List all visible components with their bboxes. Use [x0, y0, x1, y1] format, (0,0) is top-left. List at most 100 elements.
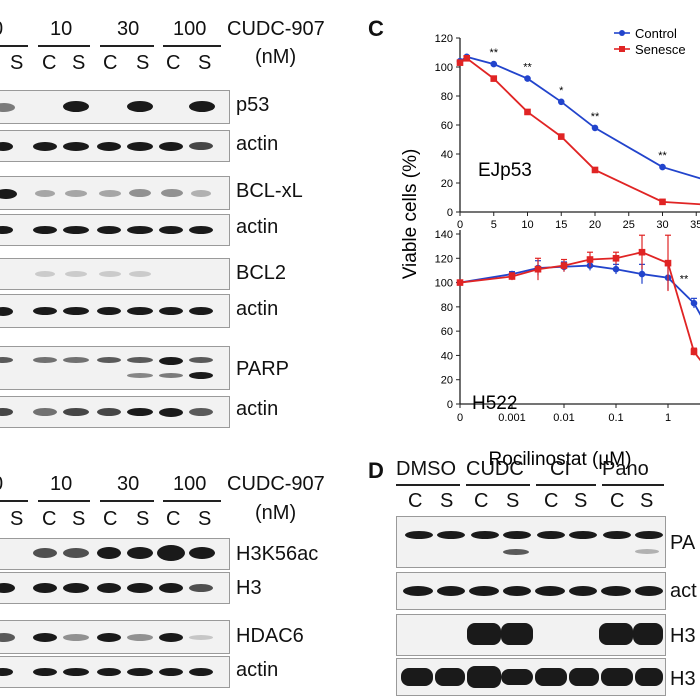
x-tick-label: 5: [491, 219, 497, 231]
y-tick-label: 0: [447, 399, 453, 411]
conc-label: 0: [0, 473, 3, 496]
group-label: DMSO: [396, 458, 456, 480]
data-point: [612, 254, 620, 262]
group-underline: [396, 484, 460, 486]
lane-label: C: [610, 490, 625, 512]
significance-mark: *: [559, 85, 564, 97]
data-point: [659, 163, 666, 171]
lane-label: S: [10, 52, 24, 74]
lane-label: S: [574, 490, 588, 512]
blot-label: H3: [670, 625, 696, 647]
data-point: [638, 270, 646, 278]
group-underline: [38, 45, 90, 47]
blot-actin: [0, 130, 230, 162]
x-tick-label: 25: [623, 219, 635, 231]
y-tick-label: 80: [441, 302, 453, 314]
data-point: [456, 279, 464, 286]
x-tick-label: 0: [457, 412, 463, 424]
y-tick-label: 40: [441, 350, 453, 362]
drug-name: CUDC-907: [227, 18, 325, 40]
conc-label: 100: [173, 18, 207, 40]
data-point: [690, 299, 698, 307]
lane-label: C: [408, 490, 423, 512]
lane-label: S: [506, 490, 520, 512]
lane-label: S: [198, 508, 212, 530]
y-tick-label: 60: [441, 120, 453, 132]
data-point: [560, 262, 568, 269]
unit-label: (nM): [255, 46, 297, 68]
lane-label: C: [103, 508, 118, 530]
data-point: [524, 75, 531, 82]
y-tick-label: 0: [447, 207, 453, 219]
lane-label: S: [136, 52, 150, 74]
x-tick-label: 15: [555, 219, 567, 231]
group-label: CUDC: [466, 458, 524, 480]
group-underline: [0, 45, 28, 47]
y-tick-label: 20: [441, 375, 453, 387]
conc-label: 10: [50, 18, 73, 40]
blot-label: PA: [670, 532, 696, 554]
group-underline: [0, 500, 28, 502]
blot-actin: [0, 396, 230, 428]
y-tick-label: 80: [441, 91, 453, 103]
significance-mark: **: [523, 62, 532, 74]
data-point: [490, 75, 498, 82]
group-underline: [602, 484, 664, 486]
blot-label: actin: [236, 659, 279, 681]
conc-label: 30: [117, 473, 140, 495]
x-tick-label: 20: [589, 219, 601, 231]
data-point: [490, 60, 498, 68]
x-tick-label: 0.001: [498, 412, 526, 424]
significance-mark: **: [680, 274, 689, 286]
data-point: [586, 256, 594, 263]
lane-label: S: [198, 52, 212, 74]
blot-label: H3: [670, 668, 696, 690]
x-tick-label: 0: [457, 219, 463, 231]
lane-label: C: [166, 508, 181, 530]
blot-hdac6: [0, 620, 230, 654]
blot-label: actin: [236, 298, 279, 320]
data-point: [690, 348, 698, 356]
panel-letter-c: C: [368, 16, 384, 41]
lane-label: C: [42, 52, 57, 74]
lane-label: S: [72, 508, 86, 530]
blot-label: actin: [236, 133, 279, 155]
conc-label: 30: [117, 18, 140, 40]
blot-label: actin: [236, 216, 279, 238]
data-point: [557, 98, 565, 106]
cell-line-ejp53: EJp53: [478, 160, 532, 181]
blot-h3: [0, 572, 230, 604]
data-point: [591, 166, 599, 174]
blot-actin: [0, 294, 230, 328]
lane-label: C: [42, 508, 57, 530]
y-tick-label: 120: [435, 253, 453, 265]
series-line: [459, 251, 700, 362]
panel-letter-d: D: [368, 458, 384, 483]
legend: Control Senesce: [614, 26, 686, 57]
lane-label: S: [72, 52, 86, 74]
x-tick-label: 0.01: [553, 412, 574, 424]
blot-h3k56ac: [0, 538, 230, 570]
lane-label: C: [474, 490, 489, 512]
legend-control: Control: [635, 26, 677, 41]
lane-label: C: [103, 52, 118, 74]
y-tick-label: 60: [441, 326, 453, 338]
blot-label: HDAC6: [236, 625, 304, 647]
data-point: [557, 133, 565, 140]
series-line: [459, 55, 700, 180]
significance-mark: **: [658, 150, 667, 162]
lane-label: S: [640, 490, 654, 512]
blot-label: H3K56ac: [236, 543, 319, 565]
lane-label: S: [136, 508, 150, 530]
data-point: [534, 265, 542, 273]
conc-label: 100: [173, 473, 207, 495]
unit-label: (nM): [255, 502, 297, 524]
blot-actin: [396, 572, 666, 610]
blot-label: actin: [236, 398, 279, 420]
y-tick-label: 100: [435, 62, 453, 74]
blot-actin: [0, 656, 230, 688]
blot-label: BCL-xL: [236, 180, 303, 202]
significance-mark: **: [489, 47, 498, 59]
data-point: [638, 248, 646, 256]
